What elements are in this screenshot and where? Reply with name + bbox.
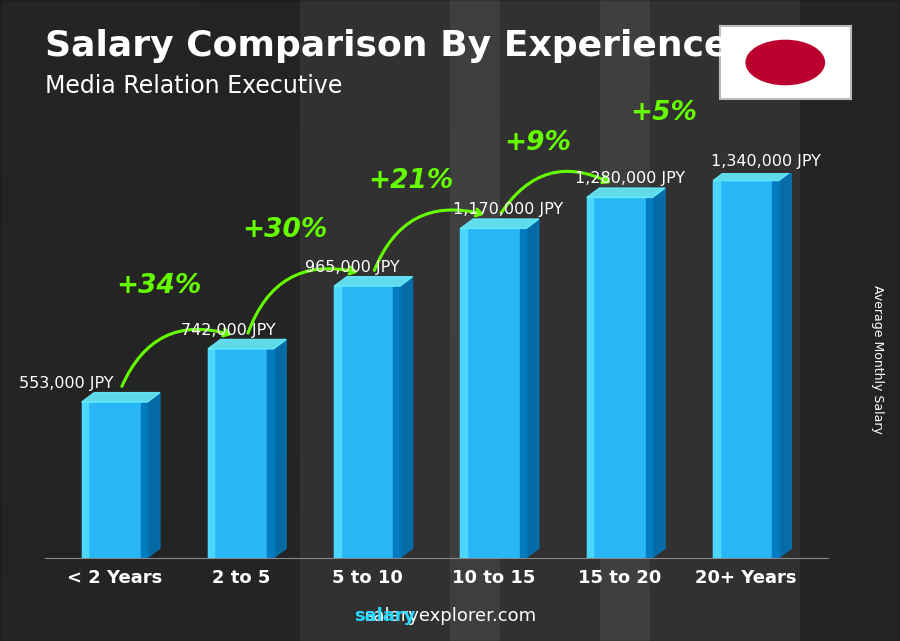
Bar [208, 349, 274, 558]
Text: 742,000 JPY: 742,000 JPY [181, 322, 275, 338]
Text: Salary Comparison By Experience: Salary Comparison By Experience [45, 29, 728, 63]
Polygon shape [778, 171, 791, 558]
Polygon shape [526, 219, 539, 558]
Polygon shape [587, 188, 665, 197]
Text: +21%: +21% [369, 167, 454, 194]
Polygon shape [82, 393, 160, 402]
Bar [713, 181, 720, 558]
Text: Average Monthly Salary: Average Monthly Salary [871, 285, 884, 433]
Polygon shape [148, 393, 160, 558]
Text: +30%: +30% [242, 217, 328, 243]
Text: 1,340,000 JPY: 1,340,000 JPY [711, 154, 821, 169]
Bar [461, 228, 526, 558]
Bar [140, 402, 148, 558]
Text: Media Relation Executive: Media Relation Executive [45, 74, 342, 97]
Polygon shape [400, 277, 412, 558]
Bar [82, 402, 88, 558]
Polygon shape [334, 277, 412, 286]
Bar [82, 402, 148, 558]
Circle shape [746, 40, 824, 85]
Bar [208, 349, 214, 558]
Bar [267, 349, 274, 558]
Bar [393, 286, 400, 558]
Text: salaryexplorer.com: salaryexplorer.com [364, 607, 536, 625]
Text: +9%: +9% [504, 130, 571, 156]
Text: salary: salary [355, 607, 416, 625]
Polygon shape [208, 340, 286, 349]
Text: 965,000 JPY: 965,000 JPY [304, 260, 400, 275]
Text: 553,000 JPY: 553,000 JPY [19, 376, 113, 391]
Bar [334, 286, 341, 558]
Text: +5%: +5% [630, 100, 698, 126]
Bar [587, 197, 652, 558]
Bar [713, 181, 778, 558]
Text: 1,280,000 JPY: 1,280,000 JPY [575, 171, 685, 186]
Polygon shape [713, 171, 791, 181]
Bar [646, 197, 652, 558]
Bar [587, 197, 593, 558]
Bar [772, 181, 778, 558]
Bar [334, 286, 400, 558]
Text: 1,170,000 JPY: 1,170,000 JPY [454, 202, 563, 217]
Polygon shape [652, 188, 665, 558]
Polygon shape [274, 340, 286, 558]
Bar [461, 228, 467, 558]
Text: +34%: +34% [116, 273, 202, 299]
Bar [519, 228, 526, 558]
Polygon shape [461, 219, 539, 228]
